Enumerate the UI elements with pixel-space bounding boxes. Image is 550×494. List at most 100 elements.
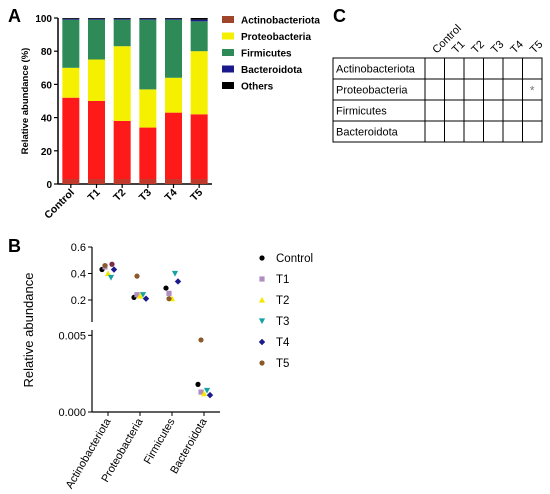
x-tick-label: T3 (137, 187, 154, 204)
legend-marker (259, 276, 265, 282)
bar-segment (62, 97, 80, 180)
y-tick-label: 60 (41, 80, 53, 91)
legend-label: Proteobacteria (241, 32, 311, 43)
bar-segment (88, 19, 105, 60)
table-row-header: Actinobacteriota (336, 64, 416, 76)
scatter-point (102, 262, 108, 269)
legend-label: T2 (276, 295, 289, 307)
bar-segment (88, 101, 105, 180)
legend-label: Actinobacteriota (241, 16, 320, 27)
bar-segment (190, 21, 208, 52)
bar-segment (113, 18, 131, 19)
scatter-point (171, 270, 179, 277)
y-axis-label: Relative abundance (%) (20, 48, 31, 155)
legend-marker (259, 360, 265, 366)
scatter-point (134, 292, 140, 298)
legend-swatch (222, 82, 234, 89)
bar-segment (62, 179, 80, 184)
x-tick-label: Firmicutes (142, 416, 178, 466)
legend-label: Firmicutes (241, 49, 292, 60)
x-tick-label: T1 (85, 187, 102, 204)
x-tick-label: Control (42, 187, 77, 222)
bar-segment (190, 114, 208, 180)
legend-swatch (222, 49, 234, 56)
panel-a-stacked-bar-chart: 0 20 40 60 80 100 Relative abundance (%) Contro… (20, 14, 320, 222)
bar-segment (113, 120, 131, 180)
scatter-point (206, 391, 214, 399)
legend-label: T5 (276, 358, 289, 370)
y-tick-label: 0 (46, 180, 52, 191)
scatter-point (134, 273, 140, 279)
y-axis-label: Relative abundance (21, 273, 36, 388)
scatter-point (110, 266, 118, 273)
bar-segment (190, 51, 208, 115)
y-tick-label: 0.005 (58, 330, 86, 342)
legend-label: T3 (276, 316, 289, 328)
legend-label: T1 (276, 274, 289, 286)
bar-segment (62, 18, 80, 19)
y-tick-label: 80 (41, 47, 53, 58)
table-column-header: T5 (528, 39, 546, 57)
bar-segment (139, 19, 157, 90)
legend-swatch (222, 65, 234, 73)
panel-label-c: C (333, 6, 346, 26)
bar-segment (139, 127, 157, 180)
scatter-point (200, 390, 208, 397)
legend-marker (258, 318, 266, 325)
scatter-point (142, 295, 150, 302)
y-tick-label: 40 (41, 114, 53, 125)
y-tick-label: 20 (41, 147, 53, 158)
bar-segment (139, 89, 157, 128)
bar-segment (62, 18, 80, 20)
legend-marker (258, 296, 266, 303)
bar-segment (165, 18, 182, 19)
bar-segment (113, 179, 131, 184)
scatter-point (198, 337, 204, 343)
bar-segment (165, 77, 182, 113)
legend-marker (259, 255, 265, 261)
scatter-point (195, 381, 201, 387)
bar-segment (62, 19, 80, 68)
bar-segment (88, 18, 105, 20)
panel-label-a: A (8, 6, 21, 26)
legend-label: Bacteroidota (241, 65, 303, 76)
scatter-point (139, 292, 147, 298)
bar-segment (62, 67, 80, 98)
panel-label-b: B (8, 236, 21, 256)
bar-segment (88, 179, 105, 184)
table-significance-mark: * (530, 84, 535, 98)
scatter-point (136, 292, 144, 299)
table-row-header: Bacteroidota (336, 127, 399, 139)
table-row-header: Firmicutes (336, 106, 387, 118)
legend-label: Others (241, 82, 274, 93)
bar-segment (113, 19, 131, 47)
x-tick-label: T5 (188, 187, 205, 204)
bar-segment (139, 18, 157, 19)
y-tick-label: 0.4 (71, 269, 86, 281)
x-tick-label: T4 (162, 187, 179, 204)
scatter-point (166, 290, 172, 296)
bar-segment (139, 179, 157, 184)
scatter-point (104, 270, 112, 277)
bar-segment (190, 18, 208, 20)
bar-segment (165, 112, 182, 180)
legend-label: T4 (276, 337, 290, 349)
scatter-point (198, 389, 204, 395)
bar-segment (190, 19, 208, 22)
scatter-point (107, 274, 115, 281)
bar-segment (139, 18, 157, 20)
legend-label: Control (276, 253, 313, 265)
scatter-point (109, 261, 115, 267)
scatter-point (203, 387, 211, 394)
table-row-header: Proteobacteria (336, 85, 408, 97)
bar-segment (190, 179, 208, 184)
legend-swatch (222, 32, 234, 40)
table-column-header: T2 (469, 39, 487, 57)
legend-swatch (222, 16, 234, 23)
scatter-point (166, 296, 172, 302)
bar-segment (88, 18, 105, 19)
table-column-header: T3 (489, 39, 507, 57)
